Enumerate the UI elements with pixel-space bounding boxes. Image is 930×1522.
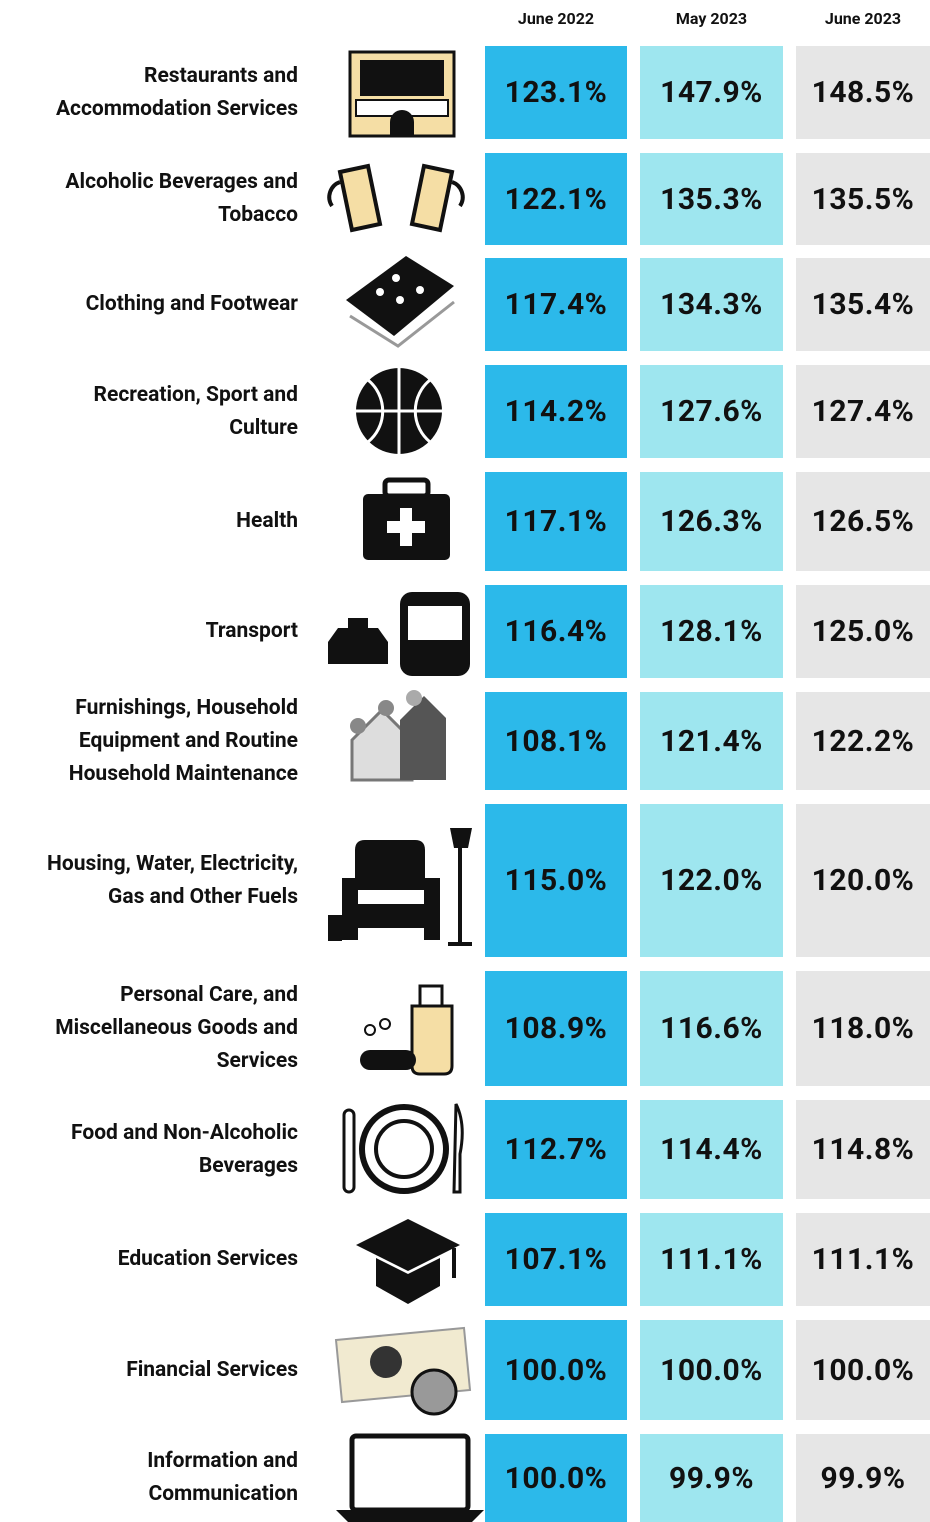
beer-icon: [329, 166, 462, 230]
laptop-icon: [336, 1436, 484, 1522]
graduation-icon: [356, 1219, 460, 1304]
value-cell: 135.3%: [640, 153, 783, 245]
value-cell: 118.0%: [796, 971, 930, 1086]
value-cell: 127.6%: [640, 365, 783, 458]
row-label-line: Tobacco: [0, 199, 298, 232]
value-cell: 134.3%: [640, 258, 783, 351]
transport-icon: [328, 592, 470, 676]
value-cell: 108.1%: [485, 692, 627, 790]
row-label-line: Food and Non-Alcoholic: [0, 1117, 298, 1150]
money-icon: [336, 1328, 470, 1414]
row-label-line: Restaurants and: [0, 60, 298, 93]
value-cell: 100.0%: [640, 1320, 783, 1420]
value-cell: 114.8%: [796, 1100, 930, 1199]
row-label-line: Information and: [0, 1445, 298, 1478]
column-header: May 2023: [640, 8, 783, 30]
value-cell: 115.0%: [485, 804, 627, 957]
ball-icon: [356, 368, 442, 454]
column-header: June 2022: [485, 8, 627, 30]
row-label-line: Transport: [0, 615, 298, 648]
value-cell: 99.9%: [796, 1434, 930, 1522]
row-label: Clothing and Footwear: [0, 258, 298, 351]
chair-icon: [328, 828, 472, 944]
value-cell: 127.4%: [796, 365, 930, 458]
clothing-icon: [346, 256, 454, 346]
row-label-line: Recreation, Sport and: [0, 379, 298, 412]
row-label: Education Services: [0, 1213, 298, 1306]
value-cell: 99.9%: [640, 1434, 783, 1522]
row-label-line: Alcoholic Beverages and: [0, 166, 298, 199]
value-cell: 111.1%: [640, 1213, 783, 1306]
value-cell: 100.0%: [485, 1320, 627, 1420]
row-label-line: Culture: [0, 412, 298, 445]
value-cell: 100.0%: [485, 1434, 627, 1522]
value-cell: 123.1%: [485, 46, 627, 139]
value-cell: 117.4%: [485, 258, 627, 351]
row-label-line: Health: [0, 505, 298, 538]
row-label-line: Household Maintenance: [0, 758, 298, 791]
row-label-line: Miscellaneous Goods and: [0, 1012, 298, 1045]
value-cell: 107.1%: [485, 1213, 627, 1306]
value-cell: 135.4%: [796, 258, 930, 351]
row-label-line: Education Services: [0, 1243, 298, 1276]
value-cell: 128.1%: [640, 585, 783, 678]
restaurant-icon: [350, 52, 454, 136]
value-cell: 135.5%: [796, 153, 930, 245]
row-label: Transport: [0, 585, 298, 678]
row-label-line: Beverages: [0, 1150, 298, 1183]
row-label: Health: [0, 472, 298, 571]
row-label-line: Accommodation Services: [0, 93, 298, 126]
infographic-page: June 2022 May 2023 June 2023 Restaurants an…: [0, 0, 930, 1522]
food-icon: [344, 1104, 462, 1192]
row-label: Housing, Water, Electricity,Gas and Othe…: [0, 804, 298, 957]
row-label-line: Furnishings, Household: [0, 692, 298, 725]
value-cell: 122.1%: [485, 153, 627, 245]
row-label-line: Clothing and Footwear: [0, 288, 298, 321]
value-cell: 148.5%: [796, 46, 930, 139]
value-cell: 121.4%: [640, 692, 783, 790]
value-cell: 114.2%: [485, 365, 627, 458]
value-cell: 111.1%: [796, 1213, 930, 1306]
value-cell: 112.7%: [485, 1100, 627, 1199]
row-label-line: Equipment and Routine: [0, 725, 298, 758]
value-cell: 147.9%: [640, 46, 783, 139]
row-label-line: Housing, Water, Electricity,: [0, 848, 298, 881]
value-cell: 126.5%: [796, 472, 930, 571]
house-icon: [350, 690, 446, 780]
value-cell: 114.4%: [640, 1100, 783, 1199]
row-label-line: Gas and Other Fuels: [0, 881, 298, 914]
health-icon: [363, 480, 450, 560]
value-cell: 122.2%: [796, 692, 930, 790]
value-cell: 116.4%: [485, 585, 627, 678]
row-label-line: Services: [0, 1045, 298, 1078]
value-cell: 108.9%: [485, 971, 627, 1086]
column-header: June 2023: [796, 8, 930, 30]
value-cell: 122.0%: [640, 804, 783, 957]
row-label-line: Communication: [0, 1478, 298, 1511]
value-cell: 116.6%: [640, 971, 783, 1086]
value-cell: 117.1%: [485, 472, 627, 571]
row-label-line: Financial Services: [0, 1354, 298, 1387]
value-cell: 126.3%: [640, 472, 783, 571]
value-cell: 100.0%: [796, 1320, 930, 1420]
row-label-line: Personal Care, and: [0, 979, 298, 1012]
value-cell: 125.0%: [796, 585, 930, 678]
soap-icon: [360, 986, 452, 1074]
row-label: Financial Services: [0, 1320, 298, 1420]
value-cell: 120.0%: [796, 804, 930, 957]
